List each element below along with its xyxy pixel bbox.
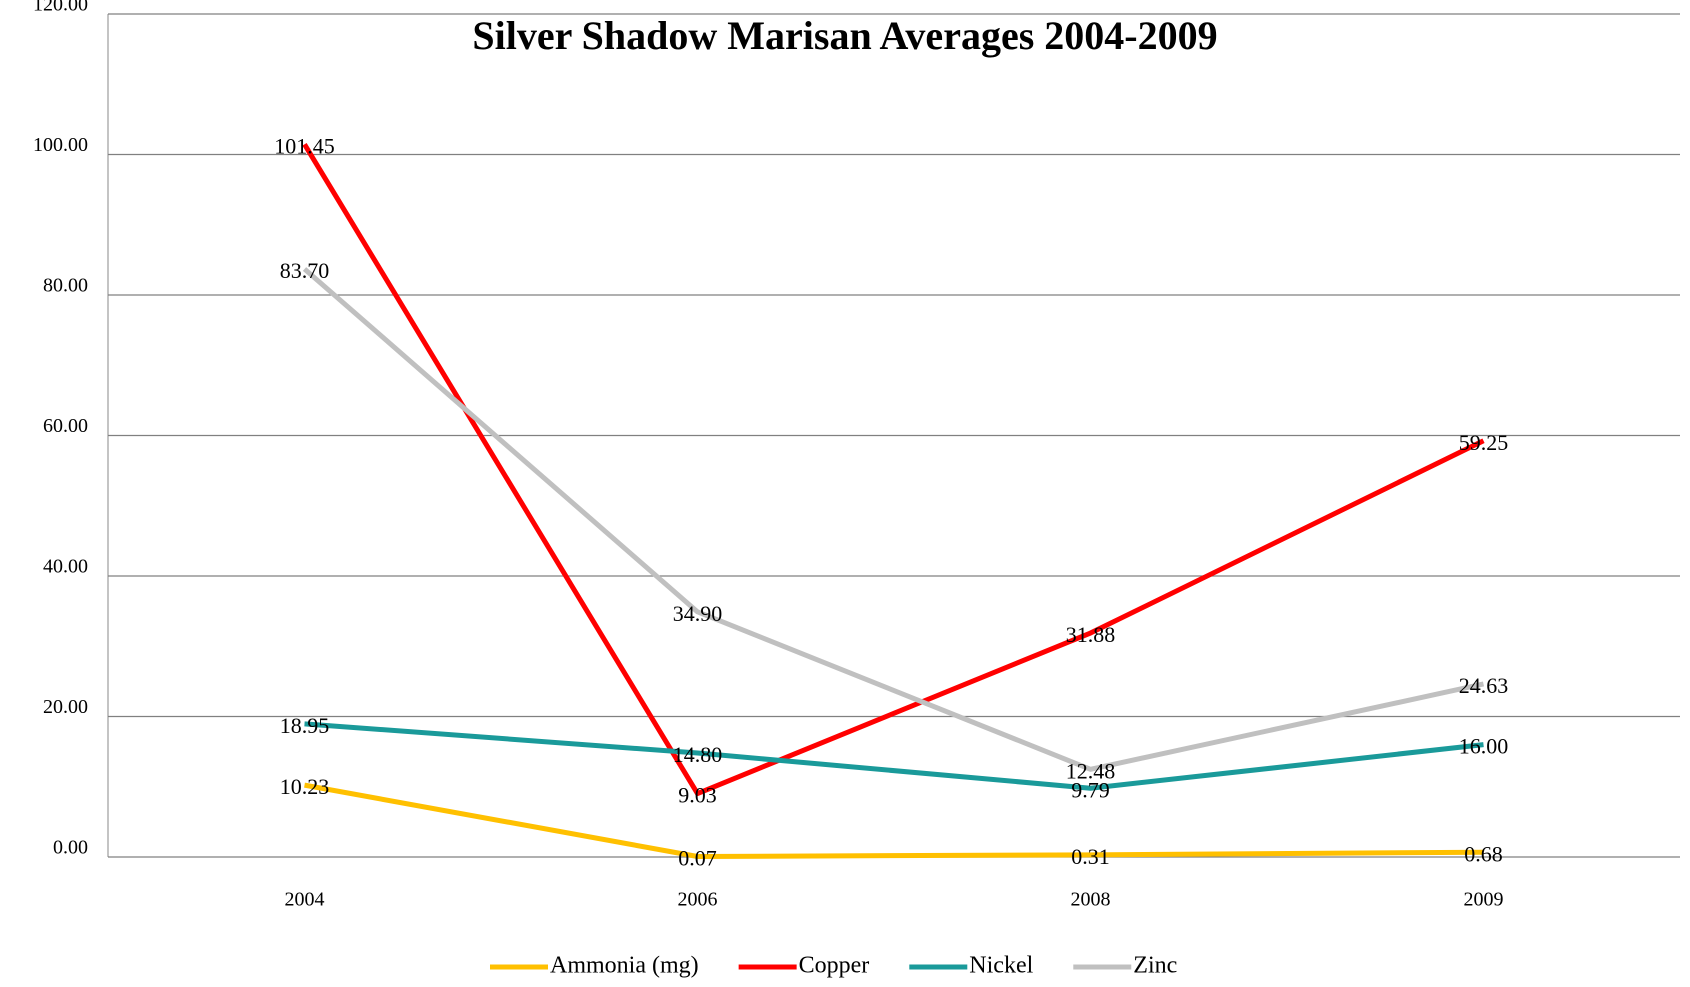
y-tick-label: 80.00 bbox=[43, 275, 88, 297]
x-tick-label: 2006 bbox=[678, 889, 718, 911]
data-label: 18.95 bbox=[280, 713, 330, 738]
x-tick-label: 2004 bbox=[285, 889, 325, 911]
data-label: 12.48 bbox=[1066, 758, 1116, 783]
data-label: 24.63 bbox=[1459, 673, 1509, 698]
series-line bbox=[304, 721, 1484, 791]
series-line bbox=[304, 782, 1484, 860]
series-line bbox=[302, 267, 1485, 772]
series-line bbox=[302, 143, 1485, 797]
y-tick-label: 120.00 bbox=[33, 0, 88, 16]
legend-label: Copper bbox=[799, 953, 870, 979]
x-tick-label: 2008 bbox=[1071, 889, 1111, 911]
y-tick-label: 60.00 bbox=[43, 415, 88, 437]
legend-label: Zinc bbox=[1133, 953, 1177, 979]
y-tick-label: 100.00 bbox=[33, 134, 88, 156]
y-tick-label: 40.00 bbox=[43, 556, 88, 578]
x-tick-label: 2009 bbox=[1464, 889, 1504, 911]
data-label: 101.45 bbox=[274, 133, 335, 158]
y-tick-label: 20.00 bbox=[43, 696, 88, 718]
data-label: 9.03 bbox=[678, 783, 717, 808]
data-label: 0.31 bbox=[1071, 844, 1110, 869]
data-label: 9.79 bbox=[1071, 777, 1110, 802]
data-label: 14.80 bbox=[673, 742, 723, 767]
data-label: 34.90 bbox=[673, 601, 723, 626]
data-label: 10.23 bbox=[280, 774, 330, 799]
data-label: 16.00 bbox=[1459, 734, 1509, 759]
y-tick-label: 0.00 bbox=[53, 837, 88, 859]
data-label: 0.68 bbox=[1464, 841, 1503, 866]
legend-label: Ammonia (mg) bbox=[550, 953, 699, 979]
data-label: 0.07 bbox=[678, 846, 717, 871]
chart-title: Silver Shadow Marisan Averages 2004-2009 bbox=[472, 13, 1217, 58]
data-label: 31.88 bbox=[1066, 622, 1116, 647]
data-label: 59.25 bbox=[1459, 430, 1509, 455]
legend-label: Nickel bbox=[969, 953, 1033, 979]
data-label: 83.70 bbox=[280, 258, 330, 283]
